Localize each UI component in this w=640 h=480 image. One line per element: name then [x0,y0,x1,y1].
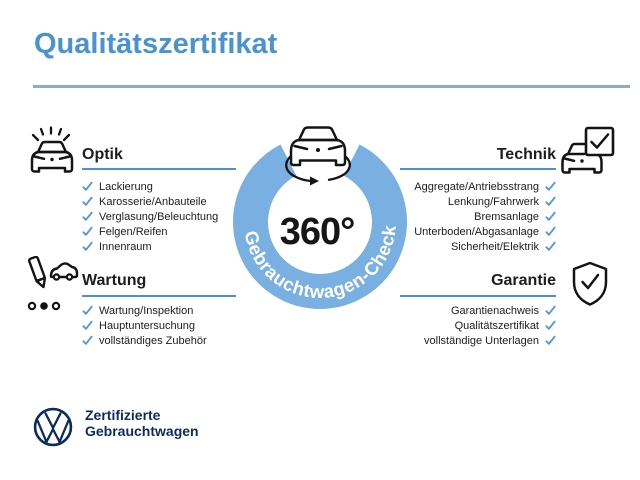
list-item-label: Karosserie/Anbauteile [99,195,207,208]
check-icon [545,196,556,206]
garantie-underline [400,295,556,297]
vw-logo [33,407,73,447]
section-title-optik: Optik [82,146,123,163]
title-divider [33,85,630,88]
list-item-label: vollständige Unterlagen [424,334,539,347]
check-icon [82,320,93,330]
optik-underline [82,168,236,170]
degrees-label: 360° [280,211,355,253]
list-item: Felgen/Reifen [82,224,218,239]
shiny-car-icon [30,126,74,173]
check-icon [545,226,556,236]
check-icon [545,241,556,251]
list-item: Karosserie/Anbauteile [82,194,218,209]
garantie-list: Garantienachweis Qualitätszertifikat vol… [424,303,556,348]
check-icon [82,305,93,315]
list-item: Verglasung/Beleuchtung [82,209,218,224]
list-item: Wartung/Inspektion [82,303,207,318]
check-icon [545,181,556,191]
list-item: Hauptuntersuchung [82,318,207,333]
list-item: Qualitätszertifikat [455,318,556,333]
list-item: Unterboden/Abgasanlage [414,224,556,239]
list-item: vollständiges Zubehör [82,333,207,348]
list-item-label: Wartung/Inspektion [99,304,194,317]
section-title-technik: Technik [496,146,556,163]
list-item: Lackierung [82,179,218,194]
list-item: Bremsanlage [474,209,556,224]
check-icon [545,305,556,315]
list-item-label: Qualitätszertifikat [454,319,539,332]
ring-arc [233,144,407,309]
check-icon [545,320,556,330]
list-item: Innenraum [82,239,218,254]
list-item-label: Verglasung/Beleuchtung [99,210,219,223]
footer-brand-text: Zertifizierte Gebrauchtwagen [85,407,199,439]
list-item: Lenkung/Fahrwerk [448,194,556,209]
section-title-garantie: Garantie [491,272,556,289]
wartung-underline [82,295,236,297]
footer-line1: Zertifizierte [85,407,161,423]
technik-underline [400,168,556,170]
wartung-list: Wartung/Inspektion Hauptuntersuchung vol… [82,303,207,348]
check-icon [82,335,93,345]
list-item-label: vollständiges Zubehör [99,334,207,347]
shield-check-icon [572,261,608,306]
ring-label: Gebrauchtwagen-Check [240,224,400,303]
list-item: Aggregate/Antriebsstrang [414,179,556,194]
list-item-label: Lackierung [99,180,153,193]
list-item-label: Felgen/Reifen [99,225,168,238]
optik-list: Lackierung Karosserie/Anbauteile Verglas… [82,179,218,254]
footer-line2: Gebrauchtwagen [85,423,199,439]
list-item-label: Lenkung/Fahrwerk [447,195,539,208]
check-icon [82,241,93,251]
check-icon [545,211,556,221]
check-icon [545,335,556,345]
car-checkbox-icon [561,126,615,174]
list-item: Garantienachweis [451,303,556,318]
section-title-wartung: Wartung [82,272,147,289]
list-item-label: Sicherheit/Elektrik [450,240,539,253]
list-item-label: Hauptuntersuchung [99,319,196,332]
car-rotate-icon [285,126,351,186]
list-item: vollständige Unterlagen [424,333,556,348]
service-pen-car-icon [27,256,79,311]
check-icon [82,226,93,236]
list-item-label: Aggregate/Antriebsstrang [414,180,539,193]
page-title: Qualitätszertifikat [34,28,278,60]
check-icon [82,211,93,221]
check-icon [82,196,93,206]
list-item-label: Unterboden/Abgasanlage [414,225,539,238]
check-icon [82,181,93,191]
list-item-label: Bremsanlage [474,210,539,223]
technik-list: Aggregate/Antriebsstrang Lenkung/Fahrwer… [414,179,556,254]
list-item: Sicherheit/Elektrik [451,239,556,254]
list-item-label: Garantienachweis [450,304,539,317]
list-item-label: Innenraum [99,240,152,253]
